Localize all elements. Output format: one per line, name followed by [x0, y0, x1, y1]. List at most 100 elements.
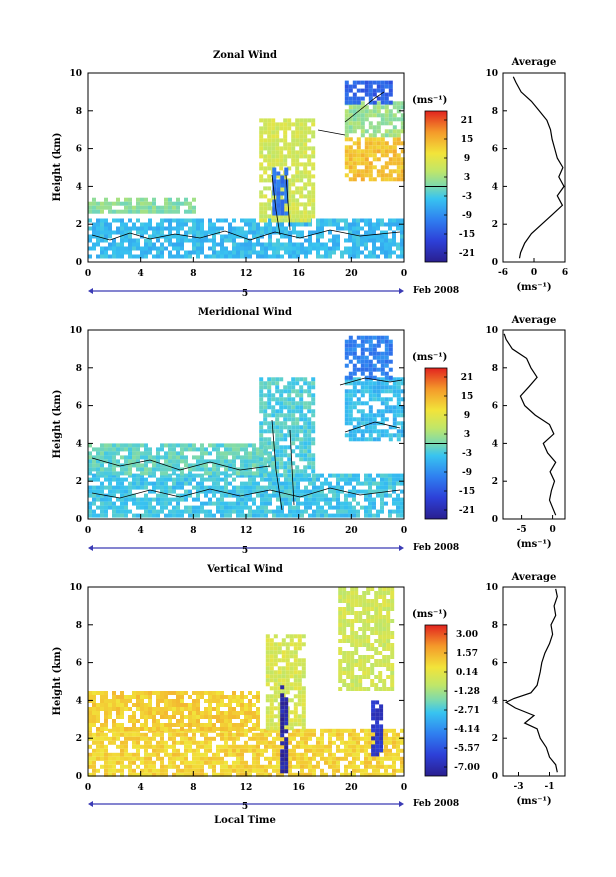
- meridional-wind-heatmap-cell: [332, 485, 336, 490]
- vertical-wind-average-ytick-label: 8: [492, 621, 498, 631]
- vertical-wind-heatmap-cell: [236, 736, 240, 741]
- meridional-wind-heatmap-cell: [364, 335, 369, 340]
- zonal-wind-heatmap-cell: [380, 117, 385, 122]
- zonal-wind-xtick-label: 16: [292, 269, 305, 279]
- vertical-wind-heatmap-cell: [280, 693, 285, 698]
- zonal-wind-heatmap-cell: [271, 154, 276, 159]
- vertical-wind-heatmap-cell: [375, 732, 380, 737]
- meridional-wind-heatmap-cell: [216, 501, 220, 506]
- zonal-wind-heatmap-cell: [140, 197, 144, 202]
- vertical-wind-heatmap-cell: [277, 690, 282, 695]
- vertical-wind-heatmap-cell: [384, 748, 388, 753]
- zonal-wind-heatmap-cell: [311, 146, 316, 151]
- vertical-wind-heatmap-cell: [354, 611, 359, 615]
- zonal-wind-heatmap-cell: [108, 209, 112, 214]
- meridional-wind-heatmap-cell: [380, 497, 384, 502]
- zonal-wind-heatmap-cell: [263, 142, 268, 147]
- zonal-wind-heatmap-cell: [376, 84, 381, 89]
- zonal-wind-heatmap-cell: [372, 145, 377, 150]
- vertical-wind-heatmap-cell: [281, 638, 286, 643]
- meridional-wind-heatmap-cell: [344, 417, 349, 422]
- zonal-wind-heatmap-cell: [336, 242, 340, 247]
- zonal-wind-heatmap-cell: [384, 173, 389, 178]
- vertical-wind-heatmap-cell: [120, 707, 124, 711]
- vertical-wind-heatmap-cell: [297, 718, 302, 723]
- vertical-wind-heatmap-cell: [244, 760, 248, 765]
- vertical-wind-heatmap-cell: [358, 639, 363, 643]
- vertical-wind-heatmap-cell: [350, 611, 355, 615]
- meridional-wind-heatmap-cell: [288, 497, 292, 502]
- vertical-wind-heatmap-cell: [285, 646, 290, 651]
- zonal-wind-heatmap-cell: [232, 230, 236, 235]
- zonal-wind-heatmap-cell: [176, 246, 180, 251]
- vertical-wind-heatmap-cell: [350, 635, 355, 639]
- vertical-wind-heatmap-cell: [342, 611, 347, 615]
- vertical-wind-heatmap-cell: [140, 699, 144, 703]
- meridional-wind-heatmap-cell: [112, 477, 116, 482]
- meridional-wind-heatmap-cell: [364, 493, 368, 498]
- vertical-wind-heatmap-cell: [180, 760, 184, 765]
- zonal-wind-heatmap-cell: [384, 113, 389, 118]
- meridional-wind-heatmap-cell: [372, 477, 376, 482]
- vertical-wind-heatmap-cell: [362, 667, 367, 671]
- vertical-wind-heatmap-cell: [192, 707, 196, 711]
- vertical-wind-heatmap-cell: [336, 760, 340, 765]
- zonal-wind-heatmap-cell: [352, 238, 356, 243]
- meridional-wind-heatmap-cell: [212, 513, 216, 518]
- vertical-wind-heatmap-cell: [370, 655, 375, 659]
- zonal-wind-xtick-label: 20: [345, 269, 358, 279]
- zonal-wind-heatmap-cell: [287, 178, 292, 183]
- zonal-wind-heatmap-cell: [263, 118, 268, 123]
- meridional-wind-heatmap-cell: [360, 429, 365, 434]
- vertical-wind-heatmap-cell: [200, 695, 204, 699]
- vertical-wind-heatmap-cell: [312, 752, 316, 757]
- vertical-wind-heatmap-cell: [374, 627, 379, 631]
- meridional-wind-heatmap-cell: [100, 497, 104, 502]
- vertical-wind-heatmap-cell: [308, 728, 312, 733]
- vertical-wind-heatmap-cell: [240, 752, 244, 757]
- zonal-wind-heatmap-cell: [392, 177, 397, 182]
- zonal-wind-heatmap-cell: [168, 222, 172, 227]
- vertical-wind-heatmap-cell: [378, 631, 383, 635]
- zonal-wind-heatmap-cell: [364, 113, 369, 118]
- meridional-wind-heatmap-cell: [344, 501, 348, 506]
- meridional-wind-heatmap-cell: [376, 343, 381, 348]
- zonal-wind-heatmap-cell: [120, 222, 124, 227]
- zonal-wind-heatmap-cell: [128, 254, 132, 259]
- zonal-wind-heatmap-cell: [112, 254, 116, 259]
- zonal-wind-heatmap-cell: [128, 197, 132, 202]
- meridional-wind-heatmap-cell: [108, 497, 112, 502]
- zonal-wind-heatmap-cell: [92, 205, 96, 210]
- zonal-wind-heatmap-cell: [287, 190, 292, 195]
- zonal-wind-heatmap-cell: [380, 222, 384, 227]
- meridional-wind-heatmap-cell: [328, 497, 332, 502]
- zonal-wind-heatmap-cell: [368, 145, 373, 150]
- meridional-wind-heatmap-cell: [248, 451, 252, 456]
- meridional-wind-heatmap-cell: [344, 343, 349, 348]
- meridional-wind-heatmap-cell: [307, 441, 312, 446]
- meridional-wind-heatmap-cell: [100, 481, 104, 486]
- meridional-wind-heatmap-cell: [352, 405, 357, 410]
- zonal-wind-heatmap-cell: [168, 242, 172, 247]
- meridional-wind-heatmap-cell: [283, 413, 288, 418]
- zonal-wind-heatmap-cell: [388, 218, 392, 223]
- meridional-wind-heatmap-cell: [120, 509, 124, 514]
- zonal-wind-heatmap-cell: [276, 191, 281, 196]
- meridional-wind-heatmap-cell: [312, 509, 316, 514]
- zonal-wind-heatmap-cell: [240, 250, 244, 255]
- meridional-wind-heatmap-cell: [176, 443, 180, 448]
- meridional-wind-ytick-label: 2: [76, 477, 82, 487]
- vertical-wind-heatmap-cell: [96, 732, 100, 737]
- zonal-wind-heatmap-cell: [112, 218, 116, 223]
- vertical-wind-heatmap-cell: [144, 691, 148, 695]
- vertical-wind-heatmap-cell: [396, 752, 400, 757]
- vertical-wind-heatmap-cell: [265, 726, 270, 731]
- vertical-wind-heatmap-cell: [252, 748, 256, 753]
- zonal-wind-heatmap-cell: [280, 254, 284, 259]
- meridional-wind-heatmap-cell: [208, 471, 212, 476]
- vertical-wind-heatmap-cell: [284, 749, 289, 754]
- meridional-wind-heatmap-cell: [236, 455, 240, 460]
- meridional-wind-heatmap-cell: [279, 397, 284, 402]
- zonal-wind-heatmap-cell: [380, 141, 385, 146]
